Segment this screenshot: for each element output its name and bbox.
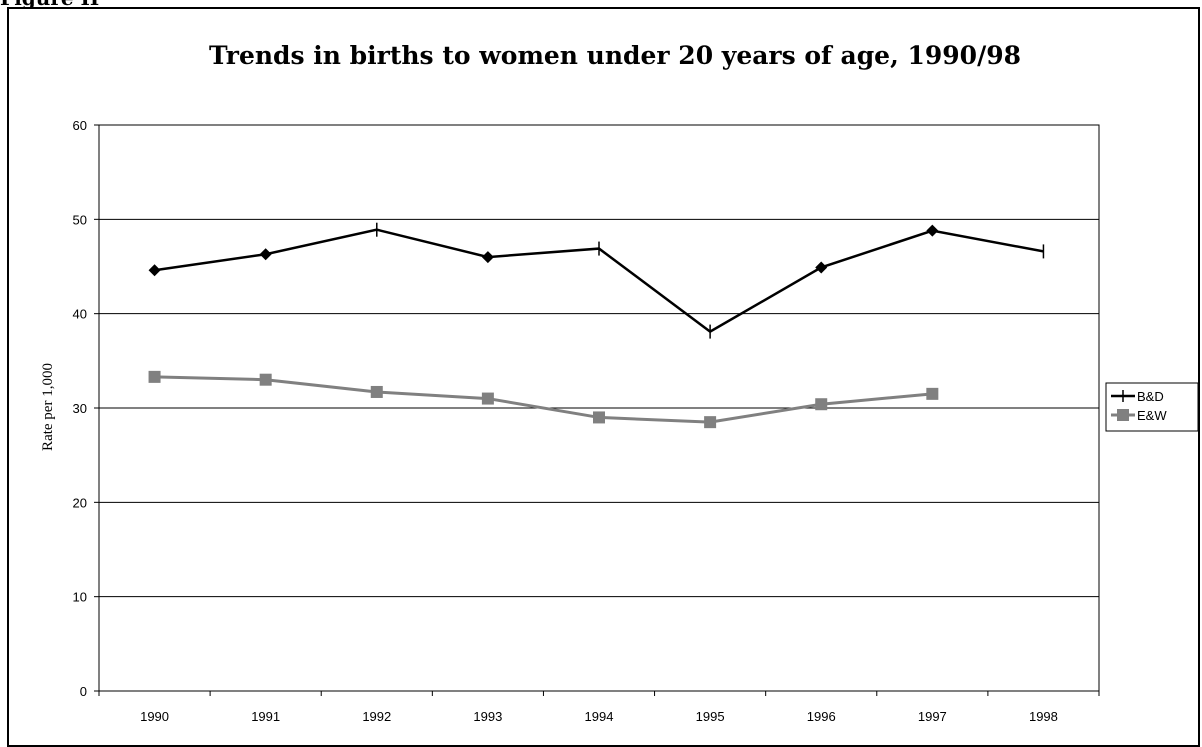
y-tick-label: 50 [73, 212, 87, 227]
x-tick-label: 1990 [140, 709, 169, 724]
y-axis-label: Rate per 1,000 [40, 363, 56, 451]
x-tick-label: 1996 [807, 709, 836, 724]
y-tick-label: 10 [73, 590, 87, 605]
x-tick-label: 1994 [585, 709, 614, 724]
data-point-E&W [148, 370, 161, 383]
legend-label-B&D: B&D [1137, 389, 1164, 404]
x-tick-label: 1998 [1029, 709, 1058, 724]
data-point-B&D [259, 248, 272, 261]
data-point-E&W [370, 385, 383, 398]
x-tick-label: 1992 [362, 709, 391, 724]
y-tick-label: 40 [73, 307, 87, 322]
series-line-E&W [154, 375, 933, 424]
series-group [148, 222, 1045, 429]
data-point-B&D [148, 264, 161, 277]
y-tick-label: 30 [73, 401, 87, 416]
data-point-E&W [593, 411, 605, 424]
chart-title: Trends in births to women under 20 years… [209, 41, 1021, 70]
axes: 0 10 20 30 40 50 60 1990 1991 1992 1993 1994 1995 199… [73, 118, 1100, 724]
data-point-E&W [704, 416, 717, 429]
data-point-E&W [815, 398, 828, 411]
y-tick-label: 20 [73, 495, 87, 510]
data-point-B&D [815, 261, 828, 274]
data-point-B&D [926, 224, 939, 237]
legend-label-E&W: E&W [1137, 408, 1167, 423]
data-point-B&D [481, 251, 494, 264]
x-tick-label: 1995 [696, 709, 725, 724]
x-tick-label: 1993 [473, 709, 502, 724]
y-tick-label: 0 [80, 684, 87, 699]
legend: B&D E&W [1105, 382, 1199, 432]
x-tick-label: 1991 [251, 709, 280, 724]
gridlines [98, 124, 1100, 692]
data-point-E&W [926, 387, 939, 400]
y-tick-label: 60 [73, 118, 87, 133]
legend-marker-E&W [1117, 409, 1129, 421]
data-point-E&W [259, 373, 272, 386]
x-tick-label: 1997 [918, 709, 947, 724]
data-point-E&W [481, 392, 494, 405]
figure-label: Figure II [0, 0, 99, 10]
legend-box [1105, 382, 1199, 432]
